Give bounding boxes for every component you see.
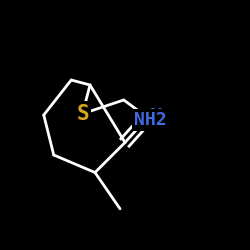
- Text: NH2: NH2: [134, 111, 166, 129]
- Text: N: N: [150, 108, 162, 128]
- Text: S: S: [76, 104, 89, 124]
